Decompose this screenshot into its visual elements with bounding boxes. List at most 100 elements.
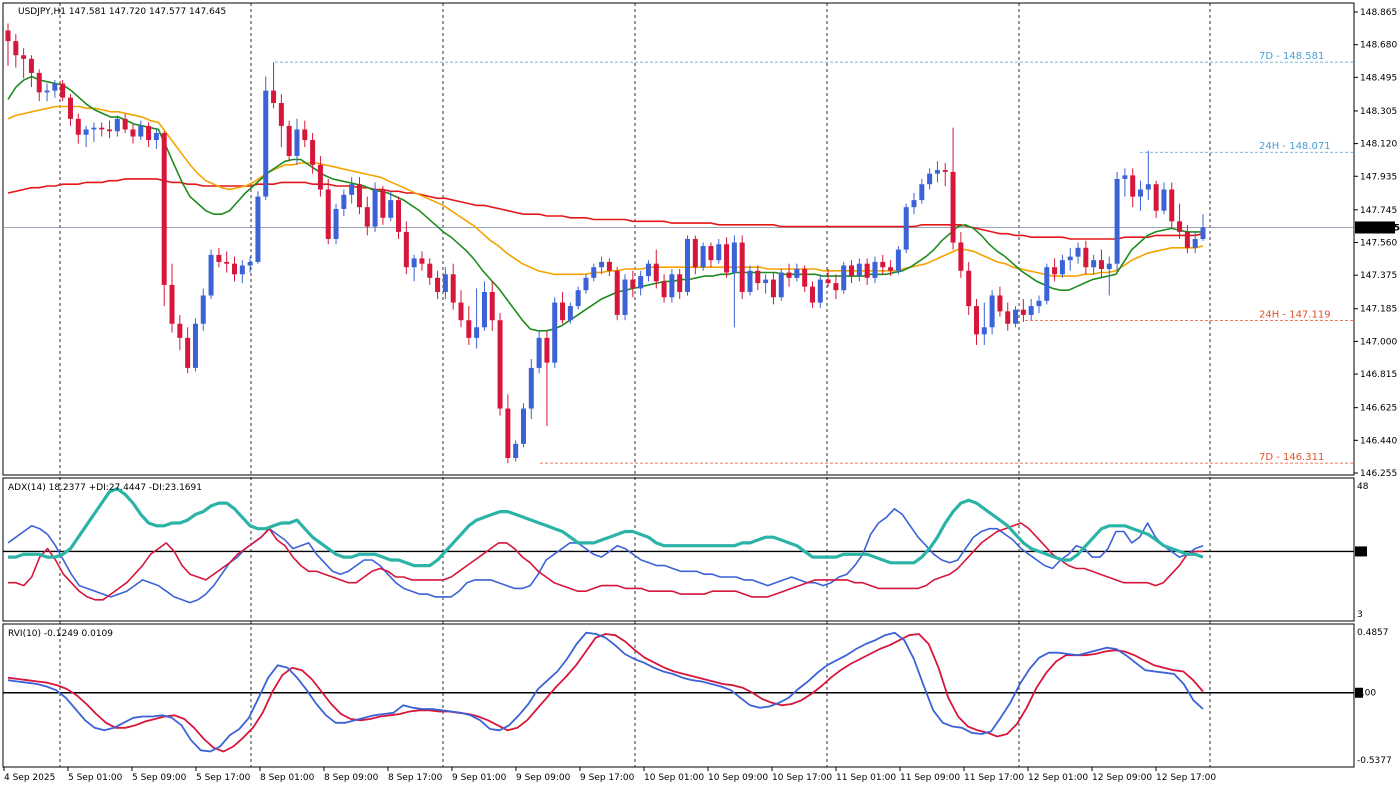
candle (591, 263, 597, 282)
candle (645, 260, 651, 282)
candle (1091, 254, 1097, 275)
candle-body (21, 55, 27, 59)
candle (747, 265, 753, 296)
candle-body (856, 263, 862, 277)
rvi-indicator (3, 631, 1354, 753)
candle-body (958, 242, 964, 271)
candle-body (685, 238, 691, 292)
candle-body (356, 184, 362, 208)
candle (333, 203, 339, 245)
price-tick-label: 147.000 (1360, 337, 1397, 347)
candle (247, 256, 253, 273)
candle (13, 34, 19, 68)
candle (606, 258, 612, 277)
candle-body (497, 320, 503, 409)
candle-body (263, 90, 269, 197)
price-tick-label: 148.680 (1360, 41, 1397, 51)
candle (685, 235, 691, 296)
candle-body (1177, 221, 1183, 232)
candle (286, 120, 292, 162)
candle-body (1059, 260, 1065, 275)
candle-body (825, 279, 831, 284)
candle (880, 254, 886, 275)
candle (856, 258, 862, 282)
candle-body (232, 263, 238, 275)
candle-body (763, 279, 769, 284)
candle-body (536, 337, 542, 368)
candle-body (934, 170, 940, 174)
candle (934, 161, 940, 183)
time-tick-label: 5 Sep 09:00 (132, 773, 187, 783)
candle (927, 168, 933, 190)
candle (442, 267, 448, 300)
candle (161, 131, 167, 307)
candle (278, 94, 284, 148)
time-grid (59, 3, 1211, 767)
candle (1005, 302, 1011, 331)
candle-body (458, 302, 464, 321)
candle (638, 270, 644, 296)
candle-body (333, 208, 339, 239)
candle-body (52, 83, 58, 91)
candle (505, 394, 511, 464)
candle-body (630, 279, 636, 289)
candle-body (1138, 189, 1144, 197)
price-tick-label: 147.185 (1360, 305, 1397, 315)
candle-body (208, 254, 214, 296)
candle (661, 274, 667, 303)
candle-body (91, 127, 97, 130)
candle (583, 274, 589, 294)
time-tick-label: 8 Sep 17:00 (388, 773, 443, 783)
candle (52, 80, 58, 98)
candle (232, 256, 238, 282)
candle-body (864, 263, 870, 278)
candle (739, 235, 745, 300)
time-tick-label: 9 Sep 01:00 (452, 773, 507, 783)
candle-body (614, 270, 620, 315)
candle-body (239, 265, 245, 275)
candle-body (599, 261, 605, 268)
candle (130, 124, 136, 144)
candle-body (67, 97, 73, 119)
candle-body (1169, 189, 1175, 222)
time-tick-label: 10 Sep 09:00 (708, 773, 768, 783)
candle (1177, 203, 1183, 239)
candle (755, 265, 761, 291)
candle-body (396, 200, 402, 232)
ma-line (7, 105, 1204, 277)
candle (528, 359, 534, 420)
adx-panel-frame (2, 477, 1355, 622)
candle (653, 249, 659, 289)
price-tick-label: 147.745 (1360, 206, 1397, 216)
candle (474, 288, 480, 349)
candle-body (1075, 247, 1081, 257)
current-price-label: 147.645 (1359, 223, 1400, 233)
candle-body (1106, 263, 1112, 269)
candle-body (903, 207, 909, 250)
candle (958, 231, 964, 278)
candle (786, 263, 792, 287)
candle-body (653, 263, 659, 282)
candle-body (466, 320, 472, 338)
candle-body (817, 279, 823, 303)
candle (1114, 171, 1120, 271)
candle-body (700, 246, 706, 268)
price-tick-label: 148.495 (1360, 73, 1397, 83)
candle-body (247, 261, 253, 266)
candle-body (138, 125, 144, 137)
level-label: 7D - 148.581 (1259, 51, 1324, 62)
candle (192, 318, 198, 372)
candle-body (372, 189, 378, 227)
time-tick-label: 11 Sep 17:00 (964, 773, 1024, 783)
candle (427, 258, 433, 285)
rvi-series-line (7, 631, 1204, 753)
adx-tick-label: 25 (1356, 547, 1367, 557)
candle-body (200, 295, 206, 324)
moving-averages (7, 75, 1204, 332)
adx-level-tag (1355, 546, 1367, 557)
candle-body (427, 263, 433, 278)
candle (1161, 182, 1167, 215)
candle-body (83, 129, 89, 135)
